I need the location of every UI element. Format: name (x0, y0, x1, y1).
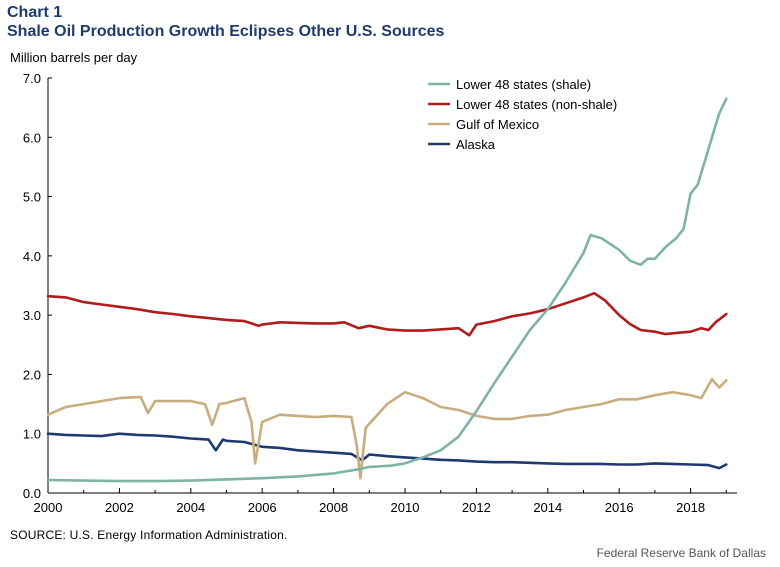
x-tick-label: 2008 (319, 500, 348, 515)
series-line-gulf-of-mexico (46, 377, 728, 480)
y-tick-label: 0.0 (23, 486, 41, 501)
y-tick-label: 6.0 (23, 130, 41, 145)
legend-label-gulf-of-mexico: Gulf of Mexico (456, 117, 539, 132)
series-line-alaska (46, 432, 728, 470)
y-tick-label: 5.0 (23, 190, 41, 205)
series-line-lower-48-states-shale (46, 97, 728, 483)
chart-number: Chart 1 (7, 4, 63, 21)
legend: Lower 48 states (shale) Lower 48 states (… (428, 77, 617, 152)
y-tick-label: 7.0 (23, 71, 41, 86)
x-tick-label: 2002 (105, 500, 134, 515)
chart-title: Shale Oil Production Growth Eclipses Oth… (7, 23, 445, 40)
y-tick-label: 1.0 (23, 427, 41, 442)
series-line-lower-48-states-non-shale (46, 291, 728, 337)
x-tick-label: 2018 (676, 500, 705, 515)
x-tick-label: 2014 (533, 500, 562, 515)
credit-note: Federal Reserve Bank of Dallas (596, 546, 766, 560)
x-tick-label: 2012 (462, 500, 491, 515)
y-axis-label: Million barrels per day (10, 50, 138, 65)
axes: 0.0 1.0 2.0 3.0 4.0 5.0 6.0 7.0 2000 2002 2004 2006… (23, 71, 737, 515)
x-tick-label: 2000 (34, 500, 63, 515)
y-tick-label: 2.0 (23, 367, 41, 382)
y-tick-label: 3.0 (23, 308, 41, 323)
x-tick-label: 2016 (605, 500, 634, 515)
legend-label-alaska: Alaska (456, 137, 496, 152)
y-tick-label: 4.0 (23, 249, 41, 264)
legend-label-lower-48-states-non-shale: Lower 48 states (non-shale) (456, 97, 617, 112)
series-lines (46, 97, 728, 483)
x-tick-label: 2004 (176, 500, 205, 515)
x-tick-label: 2006 (248, 500, 277, 515)
legend-label-lower-48-states-shale: Lower 48 states (shale) (456, 77, 591, 92)
source-note: SOURCE: U.S. Energy Information Administ… (10, 528, 288, 542)
x-tick-label: 2010 (391, 500, 420, 515)
